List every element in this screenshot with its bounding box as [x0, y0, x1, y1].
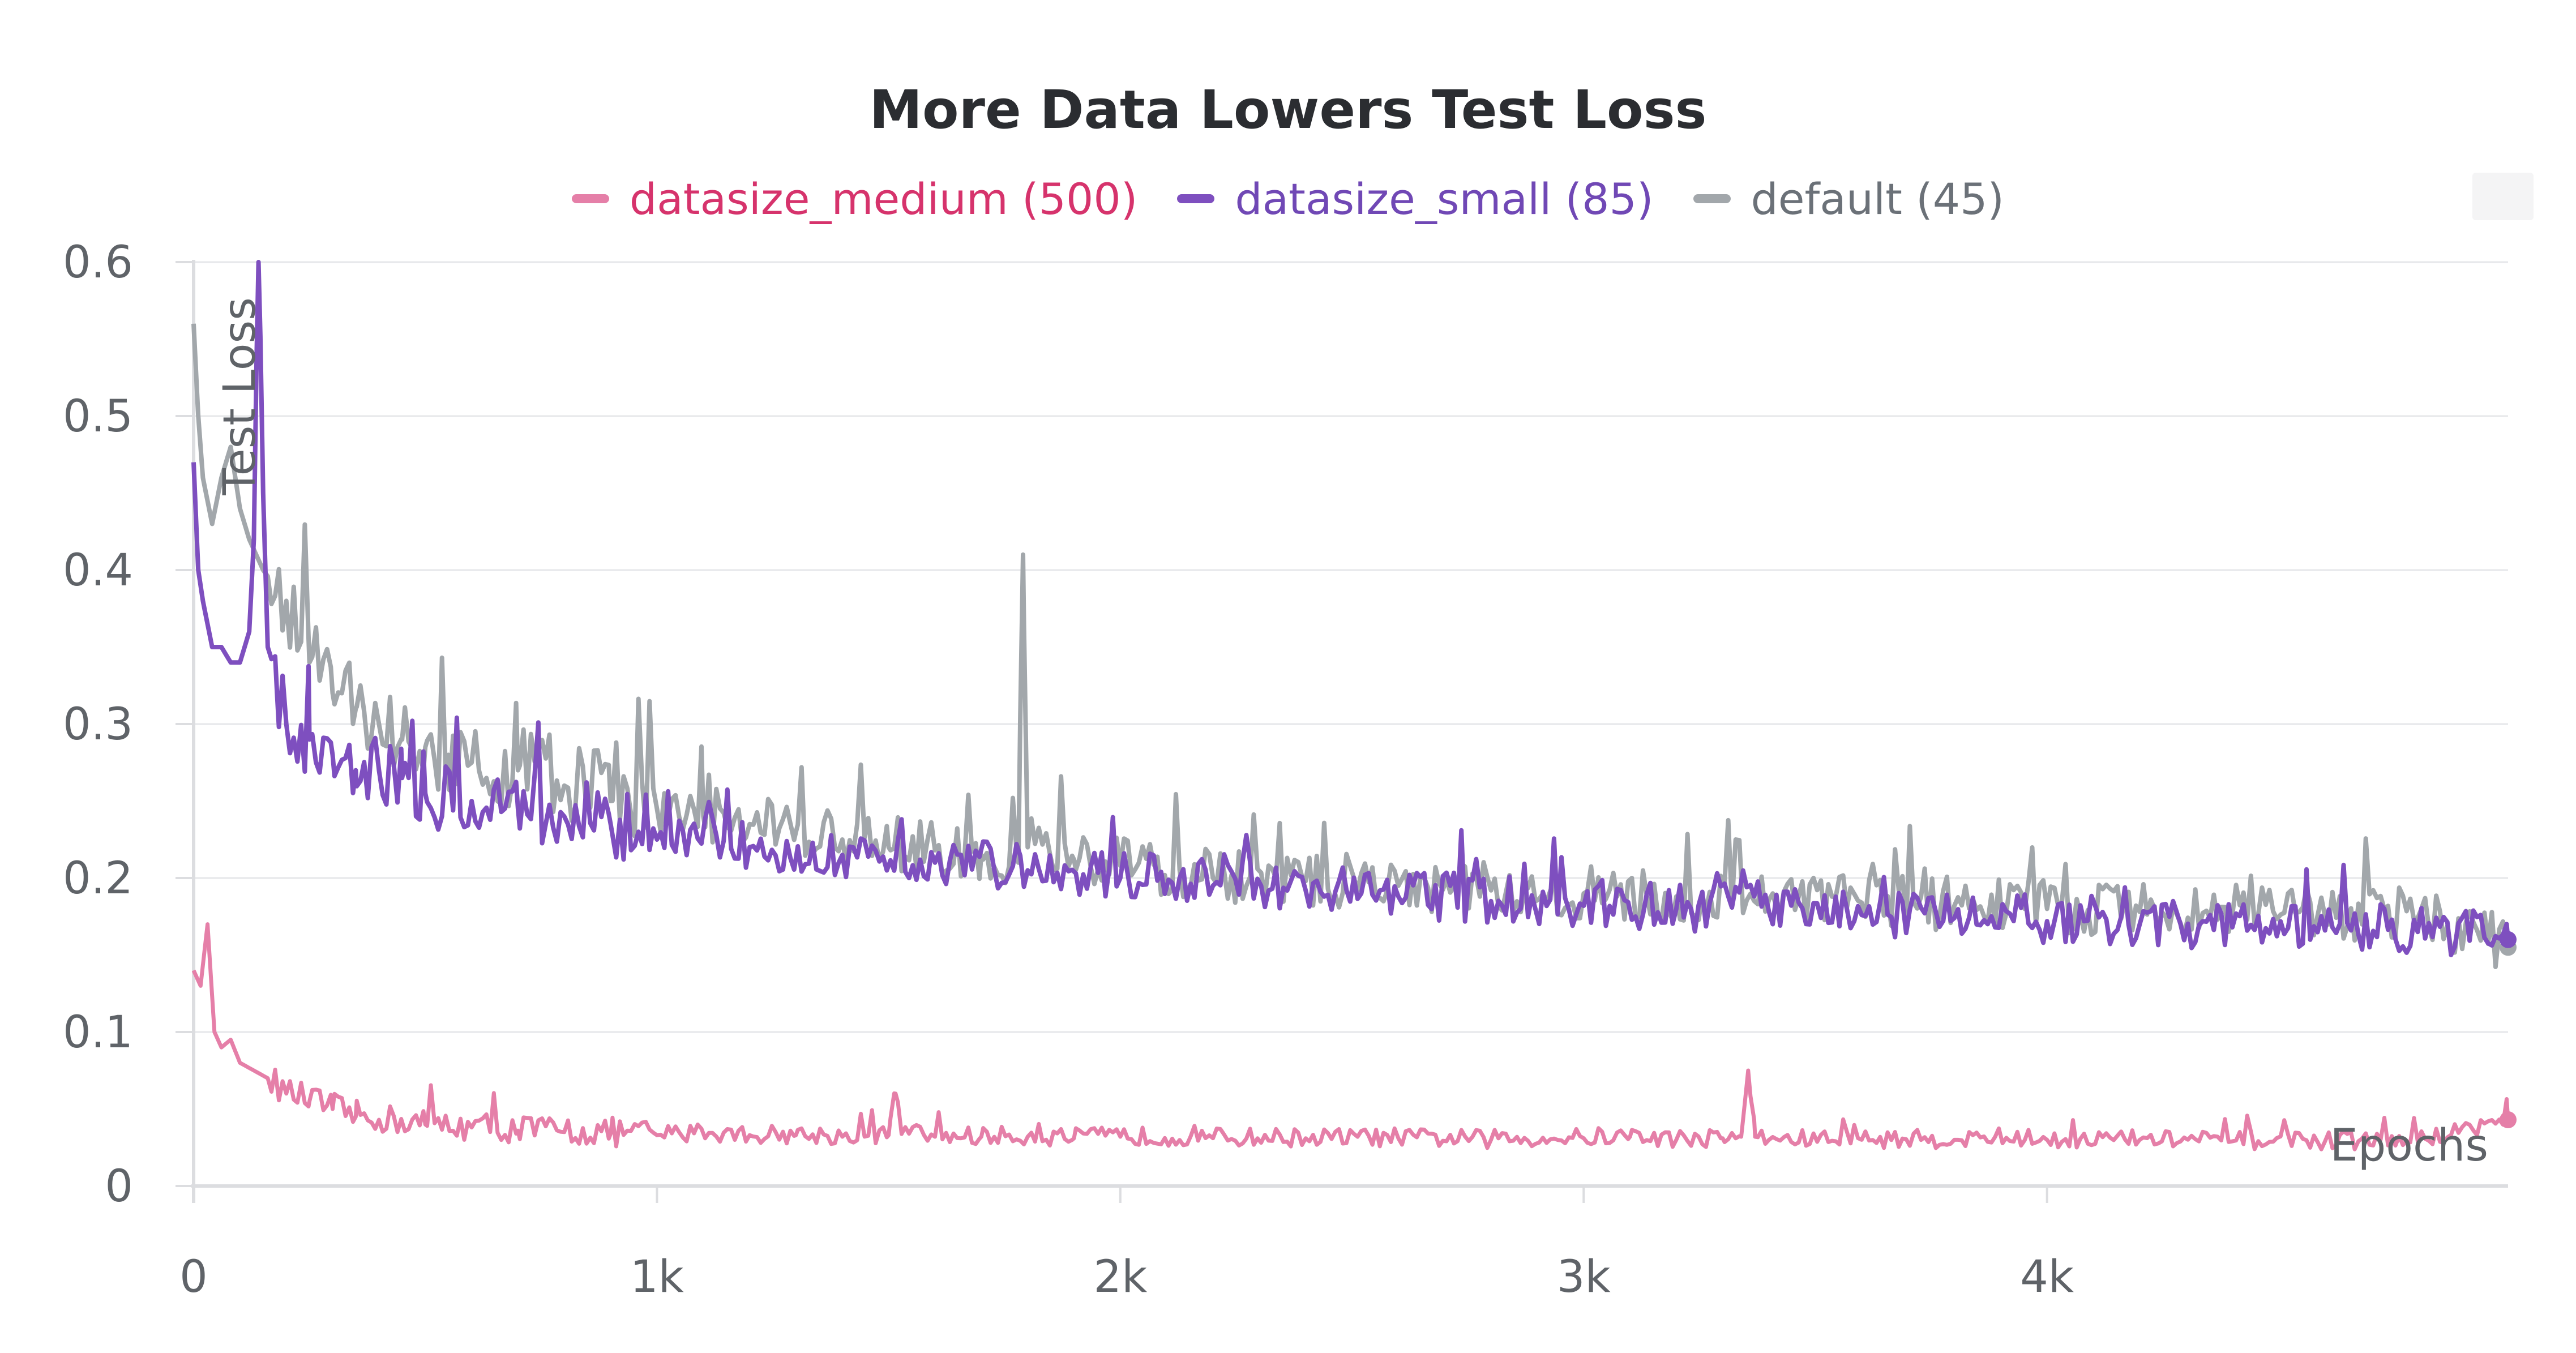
series-layer [191, 260, 2517, 1151]
legend-item-datasize-medium[interactable]: datasize_medium (500) [571, 173, 1138, 224]
legend-swatch-datasize-small [1177, 194, 1215, 203]
grid-layer [194, 261, 2508, 1187]
x-tick-label: 1k [630, 1252, 684, 1303]
y-tick-label: 0.5 [63, 391, 133, 442]
legend-swatch-datasize-medium [571, 194, 609, 203]
y-tick-label: 0.6 [63, 237, 133, 288]
y-tick-label: 0 [105, 1161, 133, 1212]
legend-label-datasize-small: datasize_small (85) [1235, 173, 1654, 224]
y-tick-label: 0.1 [63, 1007, 133, 1058]
x-tick-label: 2k [1093, 1252, 1147, 1303]
y-tick-label: 0.3 [63, 699, 133, 750]
series-end-dot-datasize-medium [2500, 1111, 2517, 1129]
x-tick-label: 3k [1557, 1252, 1611, 1303]
x-tick-label: 0 [179, 1252, 208, 1303]
series-line-datasize-small [191, 260, 2510, 957]
legend-item-default[interactable]: default (45) [1693, 173, 2005, 224]
legend-item-datasize-small[interactable]: datasize_small (85) [1177, 173, 1654, 224]
legend-swatch-default [1693, 194, 1731, 203]
legend: datasize_medium (500) datasize_small (85… [0, 168, 2576, 230]
chart-title: More Data Lowers Test Loss [869, 79, 1707, 141]
legend-overflow-box[interactable] [2472, 173, 2534, 220]
series-end-dot-datasize-small [2500, 931, 2517, 948]
x-axis-title: Epochs [2330, 1120, 2488, 1171]
y-axis-title: Test Loss [215, 297, 266, 495]
x-tick-label: 4k [2020, 1252, 2074, 1303]
y-tick-label: 0.2 [63, 853, 133, 904]
axis-layer [176, 260, 2508, 1203]
series-line-default [191, 323, 2510, 969]
legend-label-default: default (45) [1751, 173, 2005, 224]
series-line-datasize-medium [191, 922, 2510, 1151]
y-tick-label: 0.4 [63, 545, 133, 596]
legend-label-datasize-medium: datasize_medium (500) [629, 173, 1138, 224]
label-layer: 0 0.1 0.2 0.3 0.4 0.5 0.6 0 1k 2k 3k 4k Test Loss Epo… [63, 237, 2488, 1303]
